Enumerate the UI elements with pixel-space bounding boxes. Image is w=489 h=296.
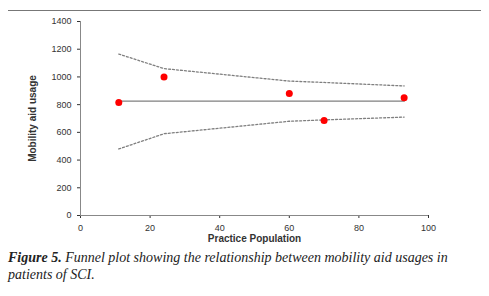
svg-text:80: 80 [354, 223, 364, 233]
svg-text:600: 600 [56, 127, 71, 137]
html-text:Figure 5. Funnel plot showing: Figure 5. Funnel plot showing the relati… [8, 250, 448, 282]
svg-text:0: 0 [66, 210, 71, 220]
svg-text:1200: 1200 [51, 44, 71, 54]
svg-text:20: 20 [145, 223, 155, 233]
svg-text:60: 60 [284, 223, 294, 233]
svg-text:100: 100 [421, 223, 436, 233]
svg-text:Mobility aid usage: Mobility aid usage [27, 75, 38, 162]
svg-text:800: 800 [56, 100, 71, 110]
svg-text:40: 40 [215, 223, 225, 233]
svg-text:200: 200 [56, 183, 71, 193]
svg-text:1400: 1400 [51, 16, 71, 26]
svg-text:400: 400 [56, 155, 71, 165]
svg-text:0: 0 [78, 223, 83, 233]
svg-text:1000: 1000 [51, 72, 71, 82]
svg-text:Practice Population: Practice Population [208, 233, 301, 244]
